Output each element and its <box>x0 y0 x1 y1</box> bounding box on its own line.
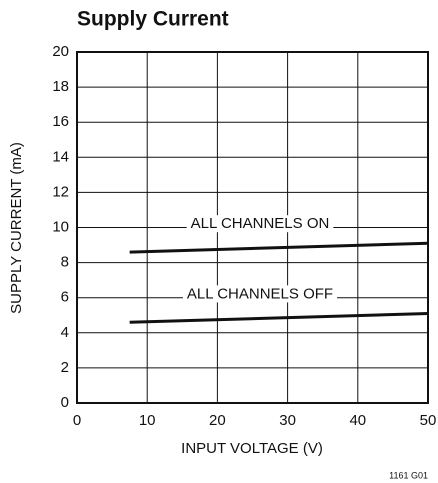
x-tick-label: 0 <box>73 412 81 429</box>
y-tick-label: 12 <box>52 183 69 200</box>
series-label-bg <box>182 285 338 303</box>
series-label-bg <box>186 215 334 233</box>
chart-title: Supply Current <box>77 8 229 31</box>
plot-frame <box>76 51 429 404</box>
y-tick-label: 2 <box>61 359 69 376</box>
x-tick-label: 50 <box>420 412 437 429</box>
y-tick-label: 6 <box>61 289 69 306</box>
x-tick-label: 20 <box>209 412 226 429</box>
figure-id: 1161 G01 <box>389 470 428 480</box>
series-label: ALL CHANNELS OFF <box>187 285 333 302</box>
series-line <box>129 241 429 254</box>
x-axis-label: INPUT VOLTAGE (V) <box>181 440 323 457</box>
x-tick-label: 10 <box>139 412 156 429</box>
y-tick-label: 18 <box>52 78 69 95</box>
y-tick-label: 0 <box>61 394 69 411</box>
y-axis-label: SUPPLY CURRENT (mA) <box>8 142 25 314</box>
x-tick-label: 30 <box>279 412 296 429</box>
y-tick-label: 4 <box>61 324 69 341</box>
y-tick-label: 14 <box>52 148 69 165</box>
y-tick-label: 8 <box>61 254 69 271</box>
y-tick-label: 10 <box>52 218 69 235</box>
y-tick-label: 20 <box>52 43 69 60</box>
series-label: ALL CHANNELS ON <box>191 215 330 232</box>
series-line <box>129 311 429 324</box>
x-tick-label: 40 <box>349 412 366 429</box>
y-tick-label: 16 <box>52 113 69 130</box>
